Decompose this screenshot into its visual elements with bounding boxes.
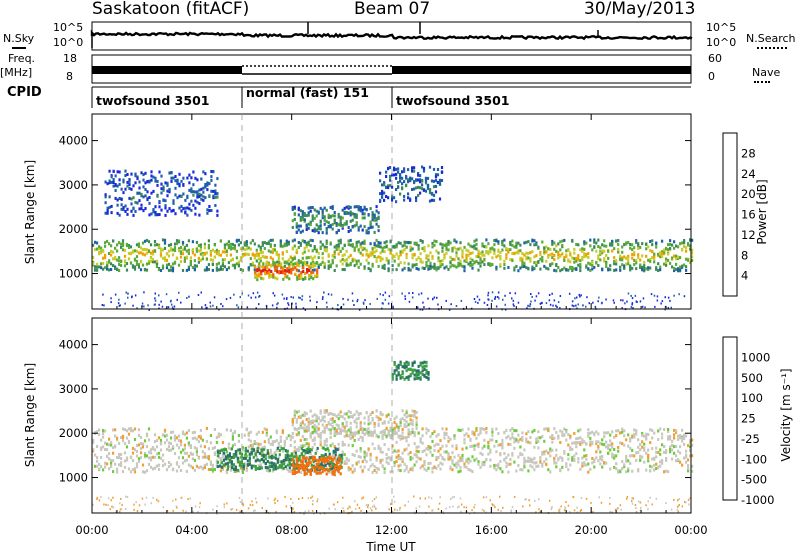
y-tick-label: 2000 <box>59 426 88 440</box>
colorbar-tick-label: 16 <box>741 208 756 222</box>
cpid-segment-label: twofsound 3501 <box>396 93 509 108</box>
colorbar-tick-label: 1000 <box>741 350 770 364</box>
cpid-segment-label: twofsound 3501 <box>96 93 209 108</box>
colorbar-tick-label: 12 <box>741 228 756 242</box>
colorbar-tick-label: -1000 <box>741 493 774 507</box>
cpid-segment-label: normal (fast) 151 <box>246 85 369 100</box>
x-tick-label: 04:00 <box>175 523 208 537</box>
freq-band-left <box>92 66 242 74</box>
colorbar-tick-label: 24 <box>741 167 756 181</box>
colorbar-tick-label: 25 <box>741 412 756 426</box>
x-tick-label: 20:00 <box>575 523 608 537</box>
y-tick-label: 4000 <box>59 338 88 352</box>
y-tick-label: 3000 <box>59 178 88 192</box>
power-colorbar-label: Power [dB] <box>755 179 769 244</box>
nsky-trace <box>92 33 692 39</box>
x-tick-label: 16:00 <box>475 523 508 537</box>
y-tick-label: 1000 <box>59 267 88 281</box>
colorbar-tick-label: 28 <box>741 146 756 160</box>
velocity-colorbar-label: Velocity [m s⁻¹] <box>779 368 793 461</box>
nsky-strip <box>92 22 692 50</box>
x-tick-label: 00:00 <box>75 523 108 537</box>
cpid-strip: twofsound 3501 normal (fast) 151 twofsou… <box>92 85 691 108</box>
y-axis-label-power: Slant Range [km] <box>23 160 37 264</box>
y-tick-label: 3000 <box>59 382 88 396</box>
colorbar-tick-label: 4 <box>741 269 748 283</box>
y-tick-label: 4000 <box>59 134 88 148</box>
freq-strip <box>92 55 691 83</box>
colorbar-tick-label: 500 <box>741 371 763 385</box>
y-tick-label: 1000 <box>59 471 88 485</box>
colorbar-tick-label: 20 <box>741 187 756 201</box>
x-axis-label: Time UT <box>365 540 416 554</box>
power-colorbar: 4 8 12 16 20 24 28 <box>723 133 756 296</box>
radar-plot: twofsound 3501 normal (fast) 151 twofsou… <box>0 0 800 554</box>
power-panel <box>92 166 693 312</box>
y-tick-label: 2000 <box>59 222 88 236</box>
y-axis-label-velocity: Slant Range [km] <box>23 363 37 467</box>
velocity-colorbar: 1000 500 100 25 -25 -100 -500 -1000 <box>723 337 774 507</box>
colorbar-tick-label: -25 <box>741 432 760 446</box>
freq-band-right <box>392 66 691 74</box>
x-tick-label: 08:00 <box>275 523 308 537</box>
colorbar-tick-label: 8 <box>741 248 748 262</box>
colorbar-tick-label: 100 <box>741 391 763 405</box>
x-tick-label: 12:00 <box>375 523 408 537</box>
x-tick-label: 00:00 <box>674 523 707 537</box>
velocity-panel <box>92 361 693 515</box>
colorbar-tick-label: -500 <box>741 473 767 487</box>
colorbar-tick-label: -100 <box>741 452 767 466</box>
